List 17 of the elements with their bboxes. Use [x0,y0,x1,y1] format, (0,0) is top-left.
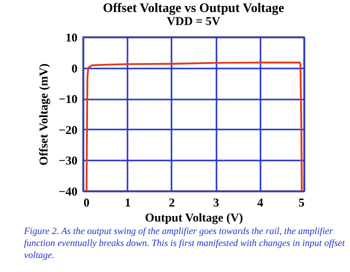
x-tick-label: 0 [84,196,90,210]
chart-title: Offset Voltage vs Output Voltage [102,0,284,15]
y-tick-label: −30 [58,154,78,168]
x-tick-label: 1 [124,196,131,210]
y-tick-label: −40 [58,184,78,198]
y-axis-title: Offset Voltage (mV) [36,64,51,166]
chart-subtitle: VDD = 5V [166,14,221,28]
y-tick-label: 10 [66,30,78,44]
x-tick-label: 4 [257,196,264,210]
y-tick-label: −10 [58,92,78,106]
x-tick-label: 3 [213,196,220,210]
y-tick-label: 0 [72,61,78,76]
x-axis-title: Output Voltage (V) [144,210,244,224]
x-tick-label: 2 [168,196,175,210]
caption: Figure 2. As the output swing of the amplifier goes towards the rail, the amplifier function eventually breaks down. This is first manifested with changes in input offset voltage. [24,226,346,262]
x-tick-label: 5 [298,196,304,210]
y-tick-label: −20 [58,122,78,137]
